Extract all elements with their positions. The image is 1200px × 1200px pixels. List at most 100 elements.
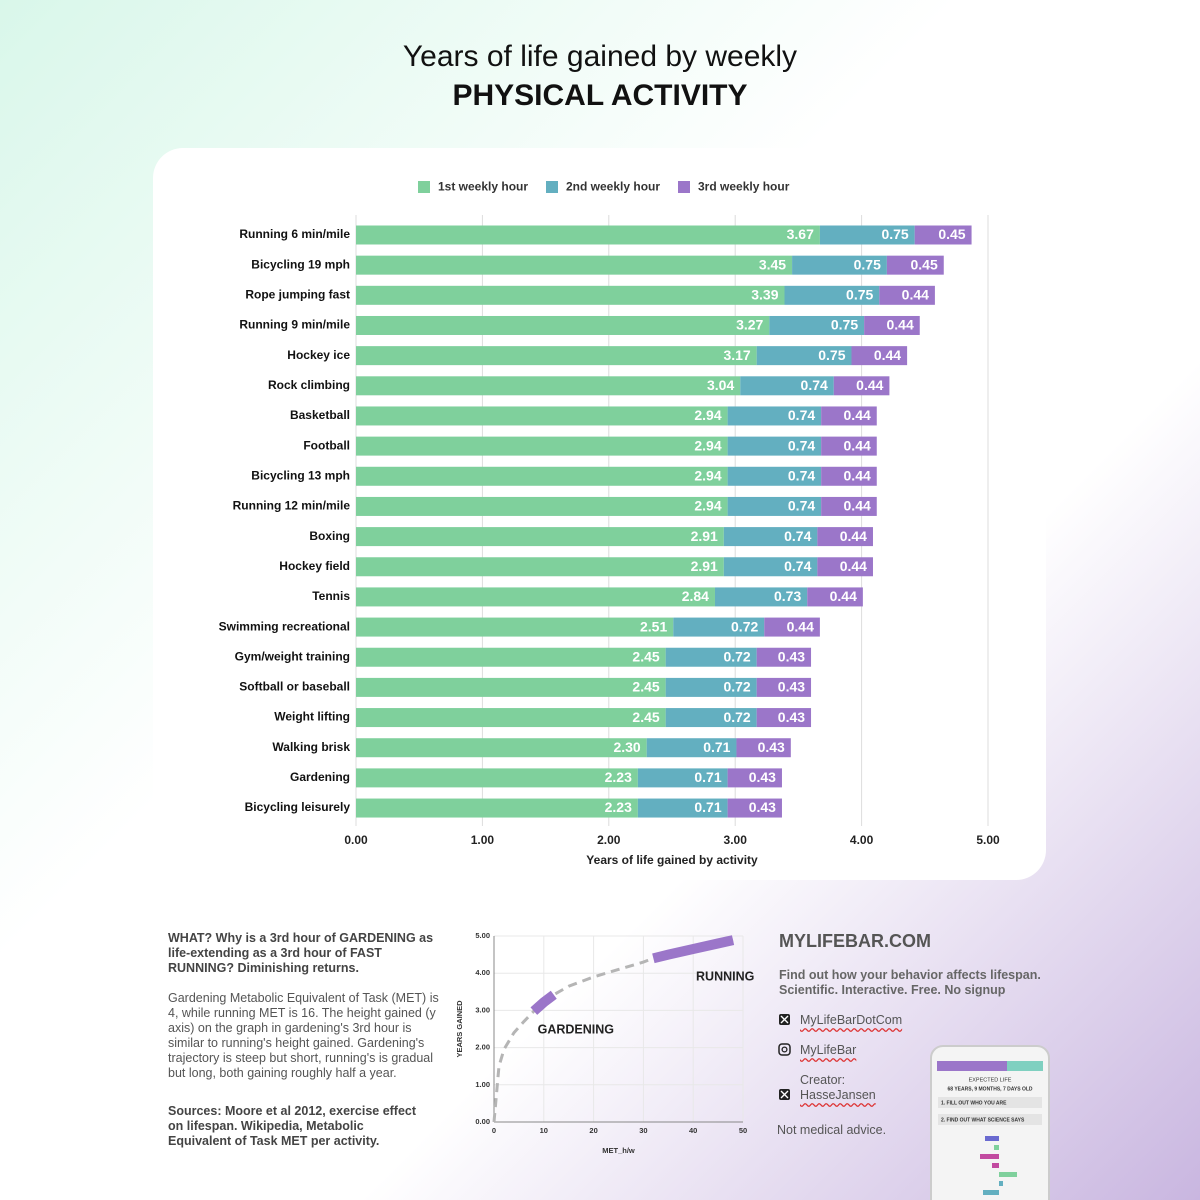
category-label: Running 6 min/mile [239,227,350,241]
bar-segment [879,285,935,305]
value-label: 0.44 [886,317,913,333]
value-label: 0.44 [840,558,867,574]
bar-segment [769,315,865,335]
bar-segment [914,225,972,245]
x-tick-label: 30 [639,1126,647,1135]
phone-mini-bar [994,1145,999,1150]
value-label: 2.30 [613,739,640,755]
value-label: 3.39 [751,287,778,303]
x-tick-label: 20 [589,1126,597,1135]
value-label: 0.75 [854,256,881,272]
bar-segment [736,738,791,758]
y-axis-title: YEARS GAINED [455,1000,464,1058]
title-line1: Years of life gained by weekly [403,40,797,73]
x-tick-label: 5.00 [976,833,1000,847]
value-label: 3.17 [723,347,750,363]
value-label: 0.75 [818,347,845,363]
bar-segment [727,436,822,456]
category-label: Tennis [312,589,350,603]
segment-label: GARDENING [538,1023,614,1037]
phone-text: 2. FIND OUT WHAT SCIENCE SAYS [941,1117,1025,1123]
x-axis-title: Years of life gained by activity [586,853,758,867]
value-label: 2.84 [682,588,709,604]
instagram-icon [778,1043,791,1056]
creator-handle[interactable]: HasseJansen [800,1088,876,1102]
bar-segment [792,255,887,275]
x-tick-label: 50 [739,1126,747,1135]
legend-label: 1st weekly hour [438,180,528,194]
value-label: 2.94 [694,467,721,483]
value-label: 0.45 [911,256,938,272]
bar-segment [864,315,920,335]
y-tick-label: 3.00 [475,1005,490,1014]
bar-segment [356,285,785,305]
bar-segment [356,436,728,456]
value-label: 0.74 [788,467,815,483]
x-tick-label: 10 [540,1126,548,1135]
bar-segment [821,496,877,516]
bar-segment [821,466,877,486]
value-label: 0.43 [749,769,776,785]
phone-bar [1007,1061,1043,1071]
value-label: 0.71 [694,799,721,815]
value-label: 2.23 [605,769,632,785]
bar-segment [756,708,812,728]
x-icon-glyph [780,1015,789,1024]
value-label: 3.45 [759,256,786,272]
instagram-icon-lens [781,1046,788,1053]
value-label: 0.43 [778,679,805,695]
bar-segment [356,738,647,758]
x-handle[interactable]: MyLifeBarDotCom [800,1013,903,1027]
value-label: 0.44 [874,347,901,363]
value-label: 2.51 [640,618,667,634]
value-label: 2.45 [632,648,659,664]
question-text: WHAT? Why is a 3rd hour of GARDENING as … [168,931,434,975]
category-label: Rope jumping fast [245,287,350,301]
bar-segment [356,255,793,275]
x-tick-label: 3.00 [724,833,748,847]
value-label: 2.94 [694,437,721,453]
value-label: 0.44 [844,467,871,483]
category-label: Weight lifting [274,710,350,724]
phone-bar [937,1061,1007,1071]
category-label: Swimming recreational [219,619,350,633]
value-label: 2.91 [691,528,718,544]
phone-text: 68 YEARS, 9 MONTHS, 7 DAYS OLD [947,1086,1032,1092]
bar-segment [637,768,728,788]
value-label: 0.75 [831,317,858,333]
phone-mini-bar [992,1163,999,1168]
bar-segment [851,346,908,366]
bar-segment [807,587,863,607]
bar-segment [665,708,757,728]
value-label: 0.74 [788,437,815,453]
value-label: 0.44 [840,528,867,544]
value-label: 0.43 [778,648,805,664]
bar-segment [714,587,808,607]
bar-segment [727,798,782,818]
category-label: Bicycling 19 mph [251,257,350,271]
legend-swatch [678,181,690,193]
segment-label: RUNNING [696,969,754,983]
bar-segment [356,768,638,788]
value-label: 0.44 [856,377,883,393]
category-label: Softball or baseball [239,680,350,694]
phone-mini-bar [999,1172,1017,1177]
bar-segment [673,617,765,637]
value-label: 0.44 [844,437,871,453]
value-label: 0.44 [830,588,857,604]
sources-text: Sources: Moore et al 2012, exercise effe… [168,1104,417,1148]
value-label: 0.44 [844,498,871,514]
x-icon-glyph [780,1090,789,1099]
instagram-handle[interactable]: MyLifeBar [800,1043,857,1057]
x-tick-label: 0 [492,1126,496,1135]
bar-segment [356,617,674,637]
value-label: 0.44 [844,407,871,423]
x-tick-label: 1.00 [471,833,495,847]
value-label: 0.74 [784,558,811,574]
bar-segment [356,346,757,366]
category-label: Hockey ice [287,348,350,362]
bar-segment [727,768,782,788]
highlight-segment [530,990,557,1015]
